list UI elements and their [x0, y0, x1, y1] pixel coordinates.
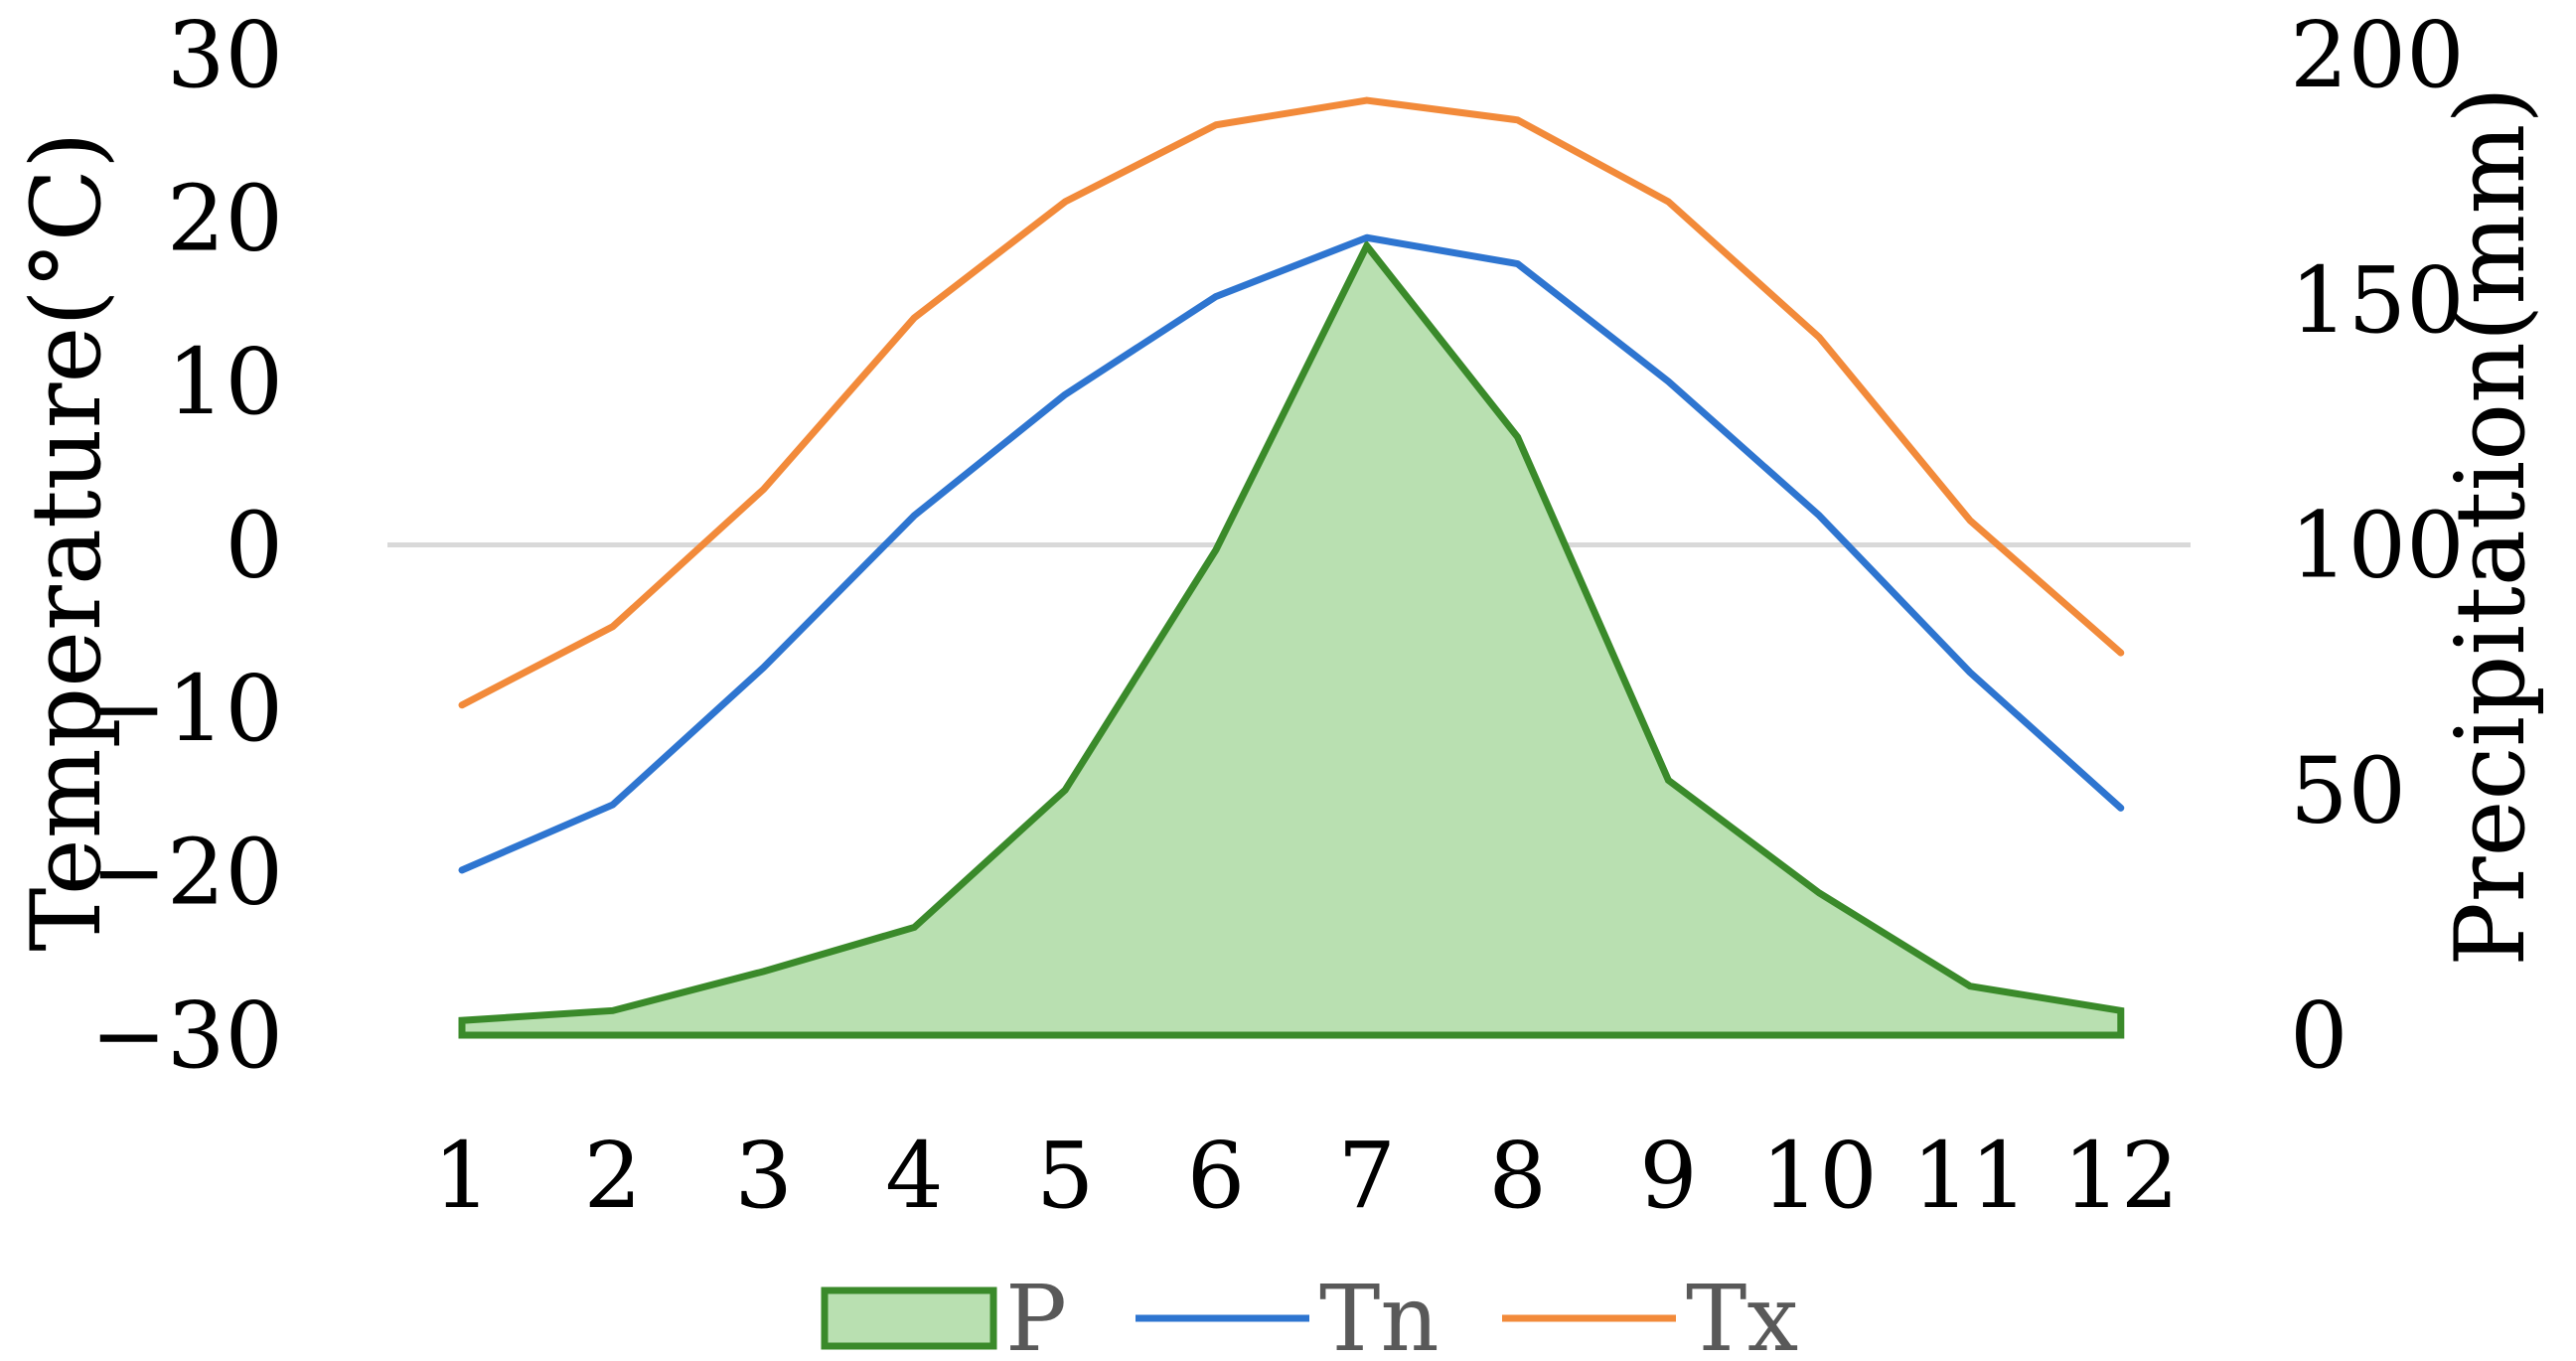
legend-swatch-P — [825, 1290, 993, 1346]
legend-label-P: P — [1005, 1266, 1067, 1356]
legend-label-Tx: Tx — [1686, 1266, 1798, 1356]
left-tick-label: 20 — [167, 166, 283, 272]
x-tick-label: 3 — [734, 1123, 793, 1229]
x-tick-label: 7 — [1338, 1123, 1397, 1229]
x-tick-label: 9 — [1639, 1123, 1698, 1229]
left-tick-label: 0 — [225, 493, 283, 599]
x-tick-label: 10 — [1761, 1123, 1878, 1229]
x-tick-label: 4 — [885, 1123, 944, 1229]
precipitation-area-group — [462, 245, 2121, 1035]
series-P-area — [462, 245, 2121, 1035]
x-tick-label: 2 — [584, 1123, 643, 1229]
x-tick-label: 5 — [1036, 1123, 1095, 1229]
x-tick-label: 11 — [1911, 1123, 2028, 1229]
right-axis-title: Precipitation(mm) — [2435, 86, 2546, 967]
legend: P Tn Tx — [825, 1266, 1798, 1356]
right-tick-label: 0 — [2290, 983, 2349, 1089]
left-tick-label: 10 — [167, 329, 283, 435]
x-tick-label: 6 — [1187, 1123, 1246, 1229]
left-tick-label: −30 — [90, 983, 283, 1089]
left-tick-label: 30 — [167, 2, 283, 108]
x-tick-label: 12 — [2062, 1123, 2179, 1229]
right-tick-label: 50 — [2290, 737, 2406, 843]
legend-label-Tn: Tn — [1319, 1266, 1440, 1356]
x-tick-label: 1 — [433, 1123, 492, 1229]
left-axis-title: Temperature(°C) — [11, 131, 122, 951]
x-tick-label: 8 — [1488, 1123, 1547, 1229]
